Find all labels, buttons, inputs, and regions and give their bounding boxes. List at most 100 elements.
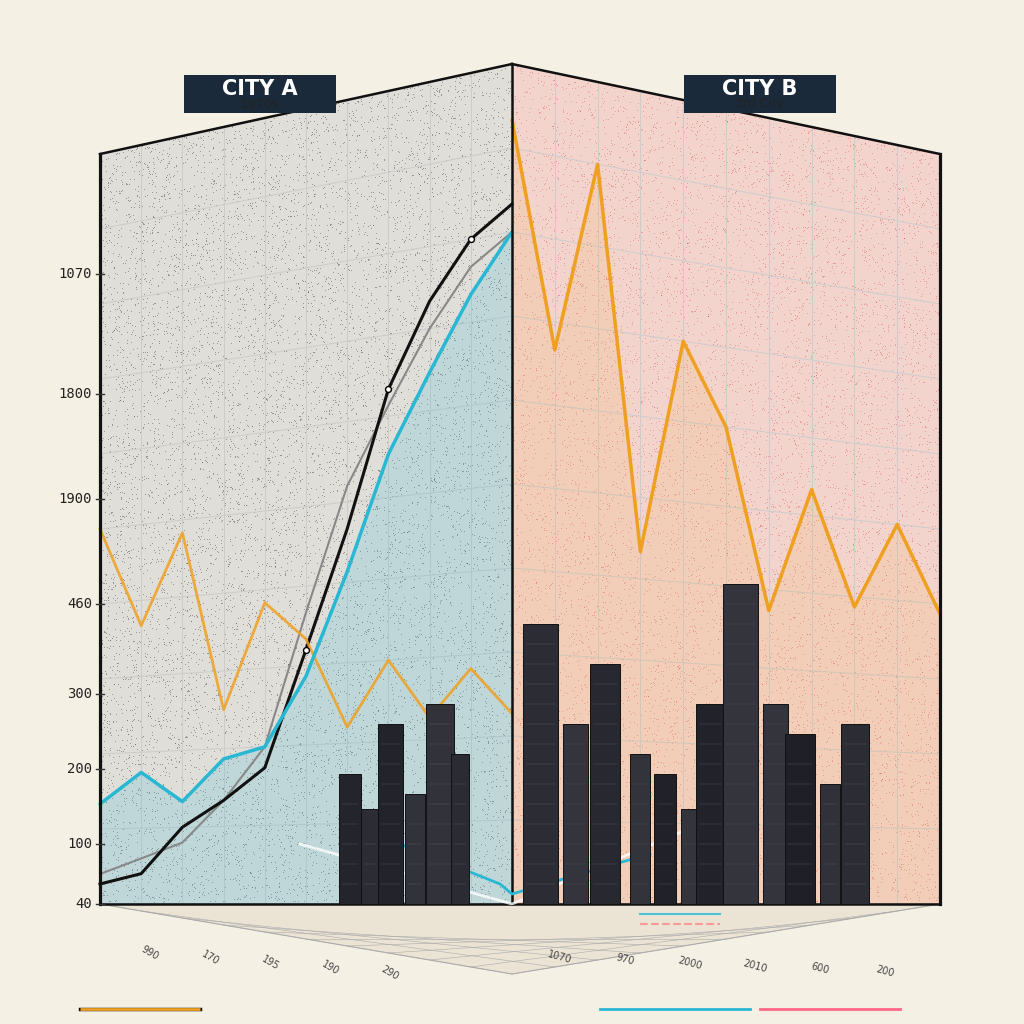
Point	[176, 180, 193, 197]
Point	[613, 307, 630, 324]
Point	[196, 787, 212, 804]
Point	[545, 621, 561, 637]
Point	[470, 436, 486, 453]
Point	[929, 260, 945, 276]
Point	[234, 506, 251, 522]
Point	[261, 158, 278, 174]
Point	[453, 520, 469, 537]
Point	[327, 444, 343, 461]
Point	[836, 212, 852, 228]
Point	[557, 720, 573, 736]
Point	[169, 216, 185, 232]
Point	[759, 166, 775, 182]
Point	[922, 463, 938, 479]
Point	[869, 397, 886, 414]
Point	[518, 577, 535, 593]
Point	[887, 330, 903, 346]
Point	[594, 287, 610, 303]
Point	[255, 275, 271, 292]
Point	[295, 138, 311, 155]
Point	[111, 298, 127, 314]
Point	[773, 484, 790, 501]
Point	[834, 800, 850, 816]
Point	[643, 202, 659, 218]
Point	[783, 229, 800, 246]
Point	[611, 323, 628, 339]
Point	[763, 840, 779, 856]
Point	[292, 609, 308, 626]
Point	[897, 718, 913, 734]
Point	[866, 367, 883, 383]
Point	[597, 334, 613, 350]
Point	[870, 342, 887, 358]
Point	[430, 674, 446, 690]
Point	[727, 701, 743, 718]
Point	[550, 702, 566, 719]
Point	[228, 419, 245, 435]
Point	[315, 753, 332, 769]
Point	[340, 785, 356, 802]
Point	[657, 280, 674, 296]
Point	[483, 519, 500, 536]
Point	[631, 189, 647, 206]
Point	[482, 793, 499, 809]
Point	[212, 617, 228, 634]
Point	[102, 504, 119, 520]
Point	[649, 588, 666, 604]
Point	[367, 879, 383, 895]
Point	[853, 413, 869, 429]
Point	[823, 392, 840, 409]
Point	[870, 475, 887, 492]
Point	[101, 812, 118, 828]
Point	[758, 164, 774, 180]
Point	[386, 215, 402, 231]
Point	[802, 869, 818, 886]
Point	[299, 829, 315, 846]
Point	[171, 518, 187, 535]
Point	[368, 498, 384, 514]
Point	[507, 326, 523, 342]
Point	[158, 489, 174, 506]
Point	[482, 570, 499, 587]
Point	[697, 872, 714, 889]
Point	[569, 687, 586, 703]
Point	[447, 94, 464, 111]
Point	[669, 510, 685, 526]
Point	[420, 838, 436, 854]
Point	[631, 161, 647, 177]
Point	[715, 870, 731, 887]
Point	[666, 865, 682, 882]
Point	[403, 696, 420, 713]
Point	[499, 166, 515, 182]
Point	[697, 238, 714, 254]
Point	[281, 146, 297, 163]
Point	[631, 281, 647, 297]
Point	[131, 166, 147, 182]
Point	[436, 166, 453, 182]
Point	[408, 406, 424, 422]
Point	[492, 534, 508, 550]
Point	[404, 146, 421, 163]
Point	[197, 761, 213, 777]
Point	[597, 170, 613, 186]
Point	[749, 144, 765, 161]
Point	[403, 748, 420, 764]
Point	[189, 238, 206, 254]
Point	[871, 735, 888, 752]
Point	[150, 670, 166, 686]
Point	[286, 784, 302, 801]
Point	[714, 143, 730, 160]
Point	[332, 213, 348, 229]
Point	[178, 589, 195, 605]
Point	[526, 780, 543, 797]
Point	[476, 435, 493, 452]
Point	[629, 350, 645, 367]
Point	[176, 702, 193, 719]
Point	[605, 98, 622, 115]
Point	[881, 712, 897, 728]
Point	[441, 454, 458, 470]
Point	[857, 156, 873, 172]
Point	[765, 213, 781, 229]
Point	[158, 711, 174, 727]
Point	[430, 600, 446, 616]
